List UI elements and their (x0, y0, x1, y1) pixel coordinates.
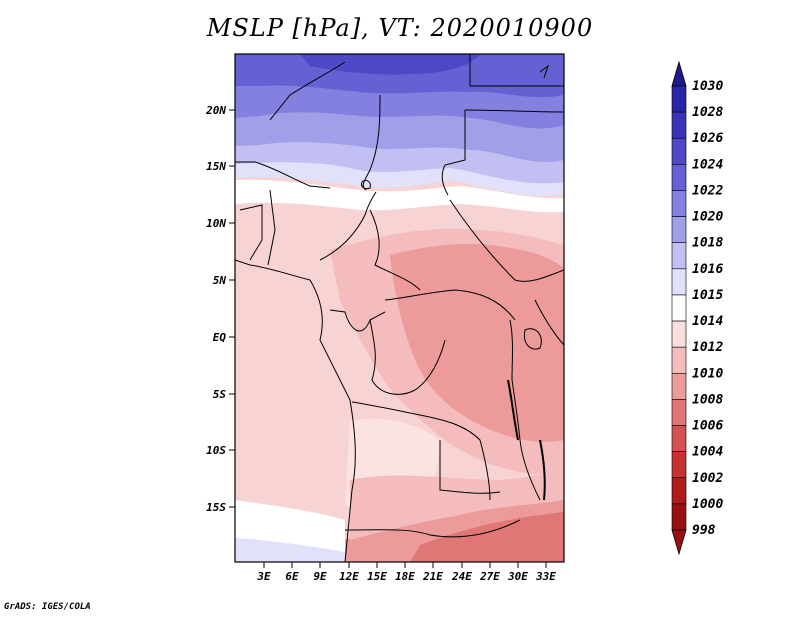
lon-label: 3E (256, 570, 271, 583)
border-chad-car (369, 209, 421, 291)
footer-credit: GrADS: IGES/COLA (4, 602, 91, 612)
contour-1015-south (235, 538, 345, 562)
border-niger-chad (362, 94, 381, 191)
colorbar-label: 1008 (692, 392, 723, 407)
colorbar-label: 1000 (692, 497, 723, 512)
lat-label: 15S (206, 501, 226, 514)
border-sahel (235, 161, 331, 189)
colorbar-swatch (671, 346, 687, 374)
colorbar-label: 998 (692, 523, 716, 538)
border-west-2 (267, 189, 276, 266)
colorbar-label: 1030 (692, 79, 723, 94)
lake-tanganyika (507, 379, 519, 441)
lat-label: 20N (205, 104, 226, 117)
border-congo (369, 319, 446, 395)
lake-victoria (523, 328, 542, 350)
lon-label: 33E (535, 570, 556, 583)
lon-label: 18E (395, 570, 415, 583)
contour-1014-band (235, 179, 564, 213)
lat-label: EQ (213, 331, 227, 344)
border-sudan-south (449, 199, 564, 282)
colorbar-label: 1010 (692, 366, 723, 381)
lon-label: 21E (422, 570, 443, 583)
lon-label: 15E (367, 570, 387, 583)
lon-axis: 3E 6E 9E 12E 15E 18E 21E 24E 27E 30E 33E (256, 562, 556, 583)
lat-axis: 20N 15N 10N 5N EQ 5S 10S 15S (205, 104, 235, 514)
map-frame (234, 53, 565, 563)
colorbar-swatch (671, 111, 687, 139)
border-namibia (344, 519, 521, 538)
colorbar-swatch (671, 164, 687, 191)
lon-label: 30E (507, 570, 528, 583)
contour-1024 (300, 54, 480, 75)
colorbar-swatch (671, 137, 687, 165)
colorbar-swatch (671, 503, 687, 531)
border-sudan-egypt (464, 109, 564, 113)
colorbar-swatch (671, 216, 687, 244)
colorbar-swatch (671, 242, 687, 270)
border-west-inland (239, 204, 263, 261)
border-east-coast (469, 54, 564, 87)
border-car-south (384, 289, 516, 321)
border-libya-chad (269, 61, 346, 121)
lake-chad (361, 179, 371, 190)
colorbar-swatch (671, 320, 687, 348)
colorbar-label: 1016 (692, 262, 723, 277)
colorbar-label: 1012 (692, 340, 723, 355)
lon-label: 24E (451, 570, 472, 583)
coastline-west (235, 259, 356, 562)
colorbar-label: 1002 (692, 471, 723, 486)
colorbar: 1030 1028 1026 1024 1022 1020 1018 1016 1015 1014… (671, 60, 723, 556)
lat-label: 10N (206, 217, 226, 230)
border-libya-egypt (441, 110, 466, 196)
lon-label: 12E (339, 570, 359, 583)
colorbar-swatch (671, 190, 687, 217)
chart-title: MSLP [hPa], VT: 2020010900 (206, 14, 594, 42)
lat-label: 5S (213, 388, 227, 401)
colorbar-swatch (671, 451, 687, 479)
colorbar-bottom-arrow (671, 529, 687, 556)
colorbar-label: 1018 (692, 236, 723, 251)
colorbar-label: 1020 (692, 210, 723, 225)
colorbar-label: 1014 (692, 314, 723, 329)
border-angola-zambia (439, 440, 501, 494)
contour-1010-lower (350, 470, 564, 540)
colorbar-label: 1004 (692, 445, 723, 460)
colorbar-swatch (671, 372, 687, 400)
border-east-africa (534, 299, 564, 346)
red-sea (539, 64, 549, 79)
borders (235, 54, 564, 562)
lon-label: 9E (313, 570, 327, 583)
lon-label: 27E (479, 570, 500, 583)
border-drc-angola (351, 401, 491, 501)
border-east-lakes (509, 319, 541, 501)
pressure-field (235, 54, 564, 562)
colorbar-label: 1015 (692, 288, 723, 303)
colorbar-label: 1024 (692, 157, 723, 172)
contour-1008-central (390, 244, 564, 442)
lat-label: 10S (206, 444, 226, 457)
lat-label: 15N (206, 160, 226, 173)
colorbar-swatch (671, 268, 687, 296)
colorbar-label: 1022 (692, 183, 723, 198)
colorbar-swatch (671, 399, 687, 426)
lon-label: 6E (285, 570, 299, 583)
contour-1006-south (410, 512, 564, 562)
colorbar-label: 1006 (692, 419, 723, 434)
colorbar-swatch (671, 477, 687, 505)
colorbar-swatch (671, 294, 687, 322)
colorbar-swatch (671, 85, 687, 113)
lake-malawi (539, 439, 546, 501)
colorbar-top-arrow (671, 60, 687, 87)
colorbar-label: 1026 (692, 131, 723, 146)
colorbar-swatch (671, 425, 687, 452)
border-cameroon (319, 191, 377, 261)
lat-label: 5N (213, 274, 227, 287)
colorbar-label: 1028 (692, 105, 723, 120)
